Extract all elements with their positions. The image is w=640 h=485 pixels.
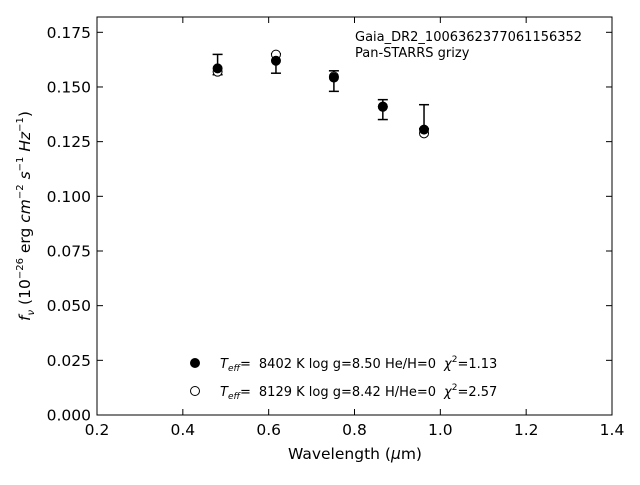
x-axis: 0.2 0.4 0.6 0.8 1.0 1.2 1.4 bbox=[85, 17, 625, 439]
point-filled bbox=[377, 101, 388, 112]
legend-marker-filled bbox=[190, 358, 200, 368]
y-tick-label: 0.100 bbox=[47, 188, 91, 206]
legend-entry-2: Teff= 8129 K log g=8.42 H/He=0 χ2=2.57 bbox=[220, 383, 497, 402]
legend-marker-open bbox=[190, 386, 200, 396]
x-tick-label: 0.6 bbox=[256, 421, 281, 439]
x-tick-label: 1.4 bbox=[600, 421, 625, 439]
x-tick-label: 1.0 bbox=[428, 421, 453, 439]
y-axis-title: fν (10−26 erg cm−2 s−1 Hz−1) bbox=[15, 111, 37, 321]
annotation-object-id: Gaia_DR2_1006362377061156352 bbox=[355, 30, 582, 45]
annotation-survey: Pan-STARRS grizy bbox=[355, 46, 470, 61]
y-tick-label: 0.150 bbox=[47, 78, 91, 96]
point-filled bbox=[419, 124, 430, 135]
y-tick-label: 0.025 bbox=[47, 352, 91, 370]
x-tick-label: 0.4 bbox=[171, 421, 196, 439]
point-filled bbox=[270, 55, 281, 66]
data-markers bbox=[212, 49, 430, 139]
y-tick-label: 0.125 bbox=[47, 133, 91, 151]
y-tick-label: 0.050 bbox=[47, 297, 91, 315]
y-tick-label: 0.000 bbox=[47, 407, 91, 425]
y-tick-label: 0.175 bbox=[47, 24, 91, 42]
error-bars bbox=[212, 52, 430, 130]
legend: Teff= 8402 K log g=8.50 He/H=0 χ2=1.13 Tef… bbox=[190, 355, 497, 402]
plot-area-frame bbox=[96, 16, 613, 416]
point-filled bbox=[212, 63, 223, 74]
legend-entry-1: Teff= 8402 K log g=8.50 He/H=0 χ2=1.13 bbox=[220, 355, 497, 374]
y-axis: 0.000 0.025 0.050 0.075 0.100 0.125 0.150 0.175 bbox=[47, 24, 612, 425]
y-tick-label: 0.075 bbox=[47, 242, 91, 260]
x-axis-title: Wavelength (μm) bbox=[288, 445, 422, 463]
x-tick-label: 1.2 bbox=[514, 421, 539, 439]
x-tick-label: 0.2 bbox=[85, 421, 110, 439]
point-filled bbox=[328, 72, 339, 83]
x-tick-label: 0.8 bbox=[342, 421, 367, 439]
